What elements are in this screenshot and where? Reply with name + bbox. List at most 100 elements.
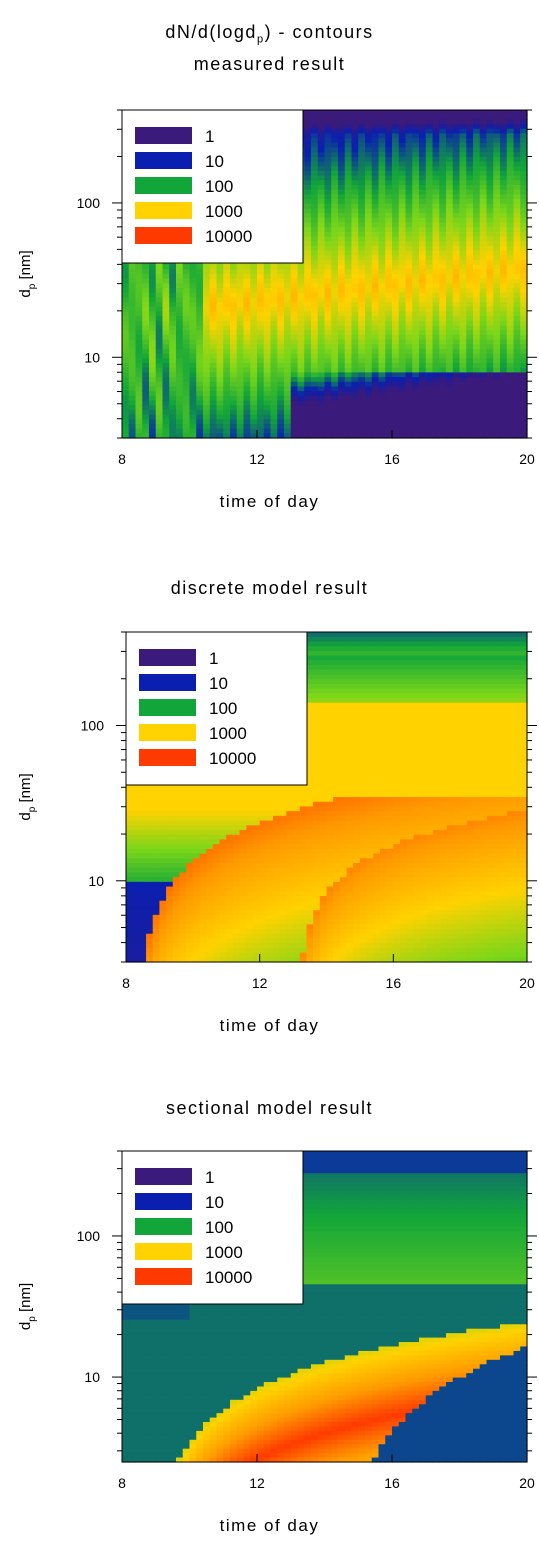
heatmap-cell <box>257 274 265 280</box>
heatmap-cell <box>155 269 164 275</box>
heatmap-cell <box>520 227 528 233</box>
heatmap-cell <box>365 222 373 228</box>
heatmap-cell <box>506 395 515 402</box>
heatmap-cell <box>513 381 521 388</box>
heatmap-cell <box>412 297 420 303</box>
heatmap-cell <box>479 255 488 261</box>
heatmap-cell <box>304 278 312 284</box>
heatmap-cell <box>371 133 380 139</box>
heatmap-cell <box>425 381 434 388</box>
heatmap-cell <box>277 306 285 313</box>
heatmap-cell <box>311 409 319 416</box>
heatmap-cell <box>317 236 326 242</box>
heatmap-cell <box>155 409 164 416</box>
heatmap-cell <box>520 339 528 345</box>
heatmap-cell <box>466 377 474 383</box>
heatmap-cell <box>284 419 292 425</box>
heatmap-cell <box>520 213 528 219</box>
heatmap-cell <box>290 358 299 364</box>
heatmap-cell <box>371 189 380 195</box>
heatmap-cell <box>452 297 461 303</box>
heatmap-cell <box>446 372 454 378</box>
heatmap-cell <box>186 787 194 793</box>
heatmap-cell <box>385 320 393 327</box>
heatmap-cell <box>385 278 393 284</box>
heatmap-cell <box>351 316 359 322</box>
heatmap-cell <box>257 320 265 327</box>
heatmap-cell <box>432 180 440 186</box>
heatmap-cell <box>432 222 440 228</box>
heatmap-cell <box>223 348 231 355</box>
heatmap-cell <box>284 367 292 373</box>
heatmap-cell <box>412 339 420 345</box>
heatmap-cell <box>196 339 204 345</box>
heatmap-cell <box>243 353 251 359</box>
heatmap-cell <box>311 348 319 355</box>
heatmap-cell <box>331 138 339 144</box>
heatmap-cell <box>385 400 393 406</box>
legend-swatch <box>135 227 192 244</box>
heatmap-cell <box>392 316 400 322</box>
heatmap-cell <box>378 400 386 406</box>
heatmap-cell <box>419 255 427 261</box>
heatmap-cell <box>452 311 461 317</box>
plot-frame <box>121 109 528 439</box>
heatmap-cell <box>290 274 299 280</box>
heatmap-cell <box>506 372 515 378</box>
heatmap-cell <box>176 283 184 289</box>
heatmap-cell <box>189 274 197 280</box>
heatmap-cell <box>439 302 447 308</box>
heatmap-cell <box>304 330 312 336</box>
heatmap-cell <box>452 119 461 125</box>
heatmap-cell <box>196 372 204 378</box>
heatmap-cell <box>324 180 332 186</box>
heatmap-cell <box>196 386 204 392</box>
heatmap-cell <box>385 288 393 294</box>
heatmap-cell <box>172 820 181 826</box>
heatmap-cell <box>365 381 373 388</box>
heatmap-cell <box>351 367 359 373</box>
heatmap-cell <box>506 110 515 116</box>
heatmap-cell <box>331 278 339 284</box>
heatmap-cell <box>459 386 467 392</box>
heatmap-cell <box>344 297 353 303</box>
heatmap-cell <box>365 367 373 373</box>
heatmap-cell <box>304 367 312 373</box>
heatmap-cell <box>358 227 366 233</box>
heatmap-cell <box>473 288 481 294</box>
heatmap-cell <box>351 302 359 308</box>
heatmap-cell <box>172 815 181 822</box>
heatmap-cell <box>196 395 204 402</box>
heatmap-cell <box>473 175 481 181</box>
heatmap-cell <box>277 433 285 439</box>
heatmap-cell <box>466 269 474 275</box>
heatmap-cell <box>392 170 400 177</box>
heatmap-cell <box>162 419 170 425</box>
heatmap-cell <box>432 419 440 425</box>
heatmap-cell <box>459 119 467 125</box>
heatmap-cell <box>166 825 174 831</box>
heatmap-cell <box>466 213 474 219</box>
heatmap-cell <box>392 283 400 289</box>
heatmap-cell <box>250 339 258 345</box>
heatmap-cell <box>142 302 150 308</box>
heatmap-cell <box>412 147 420 153</box>
heatmap-cell <box>405 428 413 434</box>
heatmap-cell <box>432 311 440 317</box>
heatmap-cell <box>284 274 292 280</box>
heatmap-cell <box>405 208 413 214</box>
heatmap-cell <box>142 405 150 411</box>
heatmap-cell <box>146 858 154 864</box>
heatmap-cell <box>486 203 494 209</box>
heatmap-cell <box>159 933 167 940</box>
heatmap-cell <box>473 184 481 191</box>
heatmap-cell <box>439 175 447 181</box>
heatmap-cell <box>179 957 187 963</box>
heatmap-cell <box>439 245 447 252</box>
heatmap-cell <box>412 414 420 420</box>
heatmap-cell <box>132 891 140 897</box>
heatmap-cell <box>263 395 272 402</box>
heatmap-cell <box>128 269 137 275</box>
heatmap-cell <box>338 138 346 144</box>
heatmap-cell <box>243 433 251 439</box>
